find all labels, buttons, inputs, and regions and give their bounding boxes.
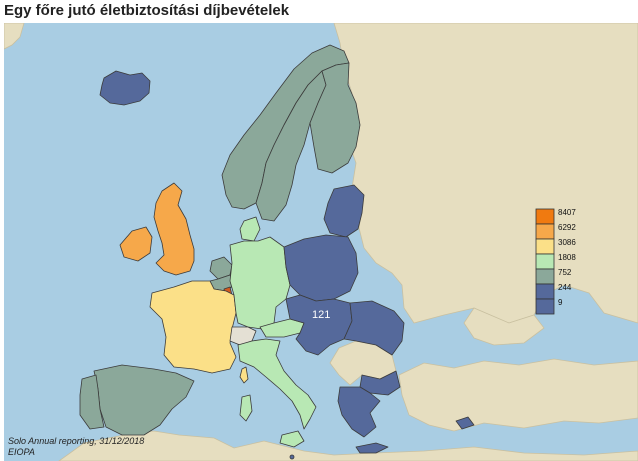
country-france[interactable] [149,280,237,374]
legend-label: 1808 [558,253,576,262]
legend-label: 6292 [558,223,576,232]
legend-label: 8407 [558,208,576,217]
country-poland[interactable] [283,234,359,302]
legend-swatch [535,268,555,285]
land-turkey [398,358,638,432]
legend-swatch [535,208,555,225]
country-crete[interactable] [355,442,389,454]
source-line-2: EIOPA [8,447,35,457]
legend: 8407 6292 3086 1808 752 244 9 [535,208,576,315]
country-united-kingdom[interactable] [153,182,195,276]
country-germany[interactable] [229,236,291,330]
land-black-sea-shore [463,307,545,346]
map-value-label: 121 [312,309,330,321]
legend-label: 9 [558,298,563,307]
country-malta[interactable] [289,454,295,460]
country-cyprus[interactable] [455,416,475,430]
country-iceland[interactable] [99,70,151,106]
country-ireland[interactable] [119,226,153,262]
country-sicily[interactable] [279,430,305,448]
legend-swatch [535,238,555,255]
country-sardinia[interactable] [239,394,253,422]
map-title: Egy főre jutó életbiztosítási díjbevétel… [4,2,290,19]
land-greenland-edge [4,23,25,50]
country-finland[interactable] [309,62,361,174]
country-portugal[interactable] [79,374,105,430]
map-panel[interactable]: 121 Solo Annual reporting, 31/12/2018 EI… [4,23,638,461]
country-central-europe[interactable] [285,294,353,356]
legend-label: 3086 [558,238,576,247]
legend-label: 244 [558,283,572,292]
legend-swatch [535,223,555,240]
legend-swatch [535,298,555,315]
country-corsica[interactable] [239,366,249,384]
legend-swatch [535,253,555,270]
source-line-1: Solo Annual reporting, 31/12/2018 [8,436,144,446]
choropleth-map[interactable]: 121 Solo Annual reporting, 31/12/2018 EI… [4,23,638,461]
legend-swatch [535,283,555,300]
legend-label: 752 [558,268,572,277]
country-greece[interactable] [337,386,381,438]
country-italy[interactable] [237,338,317,430]
country-romania[interactable] [343,300,405,356]
country-baltics[interactable] [323,184,365,238]
